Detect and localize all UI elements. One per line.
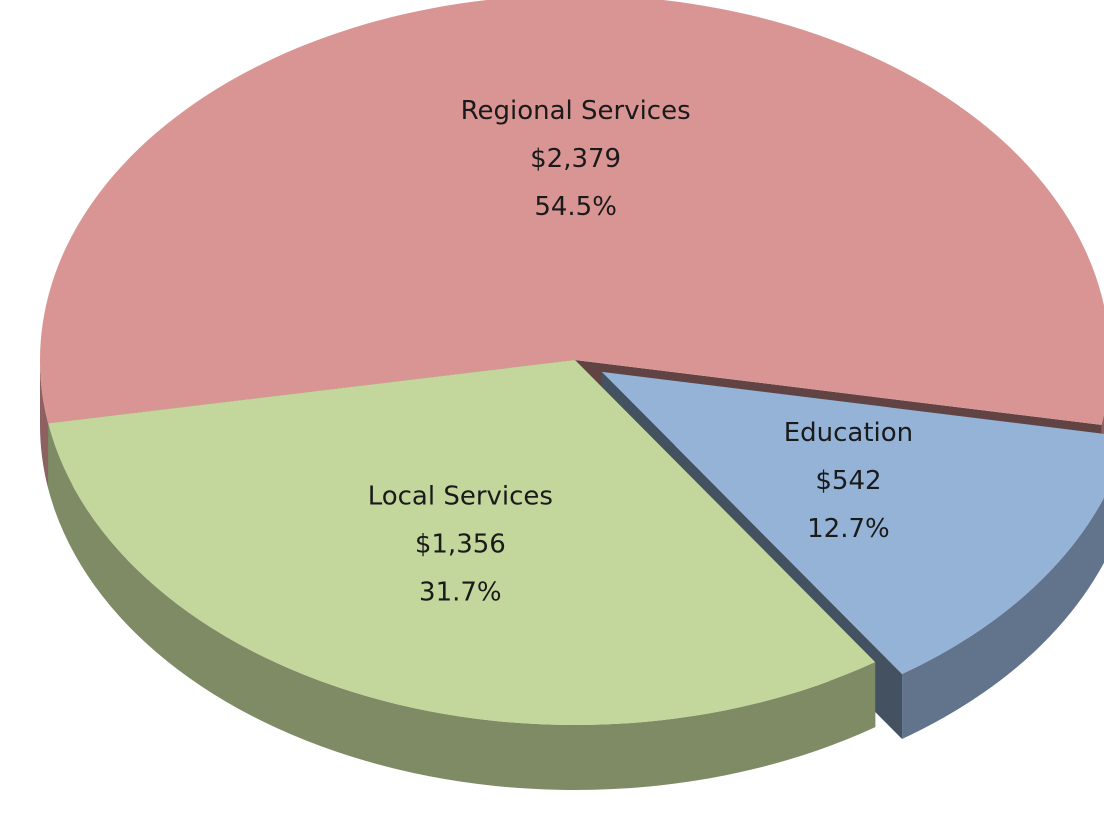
slice-tops bbox=[40, 0, 1104, 725]
pie-slice bbox=[48, 360, 876, 725]
slice-outer-wall bbox=[902, 497, 1104, 740]
slice-value-label: $1,356 bbox=[415, 529, 506, 559]
slice-outer-wall bbox=[48, 423, 876, 791]
slice-category-label: Regional Services bbox=[461, 96, 691, 126]
pie-slice bbox=[601, 371, 1104, 675]
pie-slice bbox=[40, 0, 1104, 425]
slice-percent-label: 31.7% bbox=[419, 577, 502, 607]
slice-value-label: $542 bbox=[815, 466, 881, 496]
slice-category-label: Local Services bbox=[368, 481, 553, 511]
slice-percent-label: 12.7% bbox=[807, 514, 890, 544]
slice-category-label: Education bbox=[784, 418, 913, 448]
slice-percent-label: 54.5% bbox=[534, 192, 617, 222]
slice-value-label: $2,379 bbox=[530, 144, 621, 174]
slice-outer-wall bbox=[40, 360, 49, 489]
